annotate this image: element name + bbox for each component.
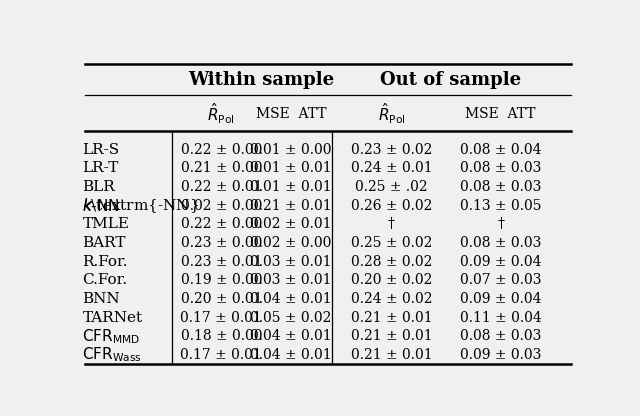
Text: 0.21 ± 0.01: 0.21 ± 0.01 — [351, 311, 432, 325]
Text: 0.17 ± 0.01: 0.17 ± 0.01 — [180, 348, 262, 362]
Text: 0.25 ± .02: 0.25 ± .02 — [355, 180, 428, 194]
Text: TARNet: TARNet — [83, 311, 143, 325]
Text: 0.08 ± 0.03: 0.08 ± 0.03 — [460, 236, 541, 250]
Text: 0.18 ± 0.00: 0.18 ± 0.00 — [180, 329, 262, 344]
Text: BART: BART — [83, 236, 126, 250]
Text: MSE  ATT: MSE ATT — [255, 107, 326, 121]
Text: Out of sample: Out of sample — [380, 72, 522, 89]
Text: 0.21 ± 0.01: 0.21 ± 0.01 — [351, 329, 432, 344]
Text: $k$\textrm{-NN}: $k$\textrm{-NN} — [83, 196, 200, 215]
Text: 0.07 ± 0.03: 0.07 ± 0.03 — [460, 273, 541, 287]
Text: 0.01 ± 0.01: 0.01 ± 0.01 — [250, 180, 332, 194]
Text: 0.22 ± 0.01: 0.22 ± 0.01 — [180, 180, 262, 194]
Text: 0.04 ± 0.01: 0.04 ± 0.01 — [250, 348, 332, 362]
Text: 0.20 ± 0.01: 0.20 ± 0.01 — [180, 292, 262, 306]
Text: 0.21 ± 0.01: 0.21 ± 0.01 — [250, 199, 332, 213]
Text: 0.01 ± 0.00: 0.01 ± 0.00 — [250, 143, 332, 156]
Text: 0.04 ± 0.01: 0.04 ± 0.01 — [250, 292, 332, 306]
Text: R.For.: R.For. — [83, 255, 128, 269]
Text: LR-S: LR-S — [83, 143, 120, 156]
Text: 0.19 ± 0.00: 0.19 ± 0.00 — [180, 273, 262, 287]
Text: MSE  ATT: MSE ATT — [465, 107, 536, 121]
Text: 0.03 ± 0.01: 0.03 ± 0.01 — [250, 255, 332, 269]
Text: 0.04 ± 0.01: 0.04 ± 0.01 — [250, 329, 332, 344]
Text: 0.08 ± 0.04: 0.08 ± 0.04 — [460, 143, 541, 156]
Text: 0.28 ± 0.02: 0.28 ± 0.02 — [351, 255, 432, 269]
Text: 0.08 ± 0.03: 0.08 ± 0.03 — [460, 161, 541, 175]
Text: $\mathrm{CFR}_{\mathregular{Wass}}$: $\mathrm{CFR}_{\mathregular{Wass}}$ — [83, 346, 142, 364]
Text: 0.22 ± 0.00: 0.22 ± 0.00 — [180, 217, 262, 231]
Text: $\hat{R}_{\mathregular{Pol}}$: $\hat{R}_{\mathregular{Pol}}$ — [378, 102, 405, 126]
Text: 0.17 ± 0.01: 0.17 ± 0.01 — [180, 311, 262, 325]
Text: 0.22 ± 0.00: 0.22 ± 0.00 — [180, 143, 262, 156]
Text: 0.21 ± 0.00: 0.21 ± 0.00 — [180, 161, 262, 175]
Text: BLR: BLR — [83, 180, 115, 194]
Text: †: † — [497, 217, 504, 231]
Text: 0.23 ± 0.00: 0.23 ± 0.00 — [180, 236, 262, 250]
Text: $\mathrm{CFR}_{\mathregular{MMD}}$: $\mathrm{CFR}_{\mathregular{MMD}}$ — [83, 327, 141, 346]
Text: 0.02 ± 0.00: 0.02 ± 0.00 — [180, 199, 262, 213]
Text: LR-T: LR-T — [83, 161, 119, 175]
Text: 0.24 ± 0.01: 0.24 ± 0.01 — [351, 161, 432, 175]
Text: 0.01 ± 0.01: 0.01 ± 0.01 — [250, 161, 332, 175]
Text: C.For.: C.For. — [83, 273, 127, 287]
Text: BNN: BNN — [83, 292, 120, 306]
Text: 0.25 ± 0.02: 0.25 ± 0.02 — [351, 236, 432, 250]
Text: 0.21 ± 0.01: 0.21 ± 0.01 — [351, 348, 432, 362]
Text: TMLE: TMLE — [83, 217, 129, 231]
Text: 0.09 ± 0.03: 0.09 ± 0.03 — [460, 348, 541, 362]
Text: $k$-NN: $k$-NN — [83, 198, 120, 214]
Text: 0.02 ± 0.00: 0.02 ± 0.00 — [250, 236, 332, 250]
Text: 0.09 ± 0.04: 0.09 ± 0.04 — [460, 292, 541, 306]
Text: 0.20 ± 0.02: 0.20 ± 0.02 — [351, 273, 432, 287]
Text: 0.26 ± 0.02: 0.26 ± 0.02 — [351, 199, 432, 213]
Text: 0.09 ± 0.04: 0.09 ± 0.04 — [460, 255, 541, 269]
Text: 0.13 ± 0.05: 0.13 ± 0.05 — [460, 199, 541, 213]
Text: †: † — [388, 217, 395, 231]
Text: 0.23 ± 0.01: 0.23 ± 0.01 — [180, 255, 262, 269]
Text: 0.03 ± 0.01: 0.03 ± 0.01 — [250, 273, 332, 287]
Text: 0.11 ± 0.04: 0.11 ± 0.04 — [460, 311, 541, 325]
Text: 0.02 ± 0.01: 0.02 ± 0.01 — [250, 217, 332, 231]
Text: $\hat{R}_{\mathregular{Pol}}$: $\hat{R}_{\mathregular{Pol}}$ — [207, 102, 236, 126]
Text: 0.08 ± 0.03: 0.08 ± 0.03 — [460, 329, 541, 344]
Text: 0.23 ± 0.02: 0.23 ± 0.02 — [351, 143, 432, 156]
Text: 0.24 ± 0.02: 0.24 ± 0.02 — [351, 292, 432, 306]
Text: 0.08 ± 0.03: 0.08 ± 0.03 — [460, 180, 541, 194]
Text: 0.05 ± 0.02: 0.05 ± 0.02 — [250, 311, 332, 325]
Text: Within sample: Within sample — [188, 72, 334, 89]
